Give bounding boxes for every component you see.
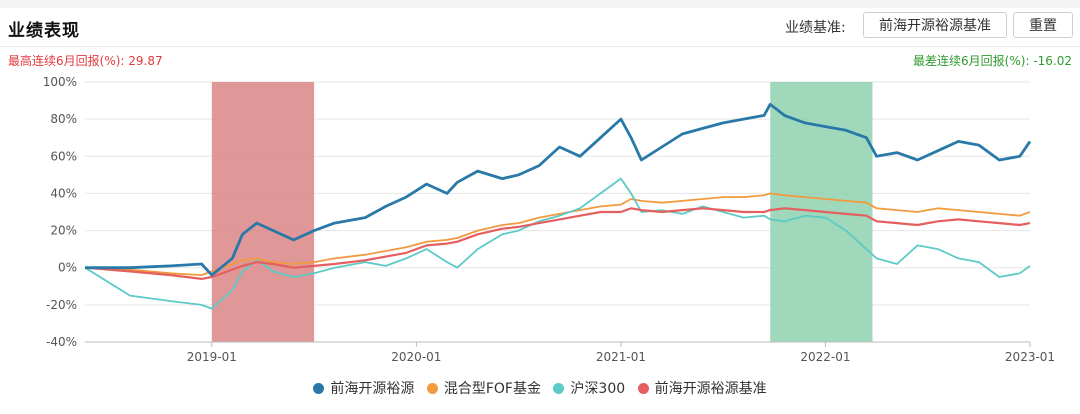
legend-dot-fund	[313, 383, 325, 394]
panel-header: 业绩表现 业绩基准: 前海开源裕源基准 重置	[0, 8, 1080, 47]
series-line-fund	[85, 102, 1032, 277]
x-tick-label: 2022-01	[800, 350, 850, 364]
y-tick-label: 20%	[50, 224, 77, 238]
x-tick-label: 2019-01	[187, 350, 237, 364]
reset-button[interactable]: 重置	[1013, 12, 1073, 38]
y-tick-label: -20%	[46, 298, 77, 312]
legend-item-fof[interactable]: 混合型FOF基金	[426, 378, 541, 398]
series-line-fof	[84, 192, 1031, 277]
legend-dot-fof	[426, 383, 438, 394]
benchmark-label: 业绩基准:	[785, 20, 846, 36]
legend-label-csi300: 沪深300	[570, 381, 626, 397]
highlight-bands	[211, 82, 873, 342]
performance-chart: 100% 80% 60% 40% 20% 0% -20% -40% 2019-01 2020-0…	[43, 75, 1055, 364]
series-line-csi300	[84, 177, 1031, 310]
y-tick-label: -40%	[46, 335, 77, 349]
series-line-benchmark	[84, 207, 1031, 280]
y-axis: 100% 80% 60% 40% 20% 0% -20% -40%	[43, 75, 77, 349]
max-6m-return: 最高连续6月回报(%): 29.87	[8, 54, 163, 68]
min-6m-return: 最差连续6月回报(%): -16.02	[913, 54, 1072, 68]
y-tick-label: 80%	[50, 112, 77, 126]
x-tick-label: 2023-01	[1005, 350, 1055, 364]
legend-label-benchmark: 前海开源裕源基准	[654, 381, 767, 397]
x-tick-label: 2020-01	[391, 350, 441, 364]
legend-label-fof: 混合型FOF基金	[443, 381, 541, 397]
legend-item-csi300[interactable]: 沪深300	[553, 378, 625, 398]
legend-dot-benchmark	[637, 383, 649, 394]
y-tick-label: 60%	[50, 149, 77, 163]
legend-dot-csi300	[553, 383, 565, 394]
top-band	[0, 0, 1080, 8]
benchmark-select-button[interactable]: 前海开源裕源基准	[863, 12, 1007, 38]
x-axis: 2019-01 2020-01 2021-01 2022-01 2023-01	[85, 341, 1055, 364]
panel-title: 业绩表现	[8, 21, 80, 41]
highlight-band-best-6m	[211, 82, 315, 342]
legend-label-fund: 前海开源裕源	[330, 381, 415, 397]
y-tick-label: 100%	[43, 75, 77, 89]
legend-item-benchmark[interactable]: 前海开源裕源基准	[637, 378, 767, 398]
x-tick-label: 2021-01	[596, 350, 646, 364]
legend-item-fund[interactable]: 前海开源裕源	[313, 378, 414, 398]
series-lines	[84, 102, 1032, 310]
chart-legend: 前海开源裕源 混合型FOF基金 沪深300 前海开源裕源基准	[0, 378, 1080, 398]
y-tick-label: 0%	[58, 261, 77, 275]
y-tick-label: 40%	[50, 186, 77, 200]
